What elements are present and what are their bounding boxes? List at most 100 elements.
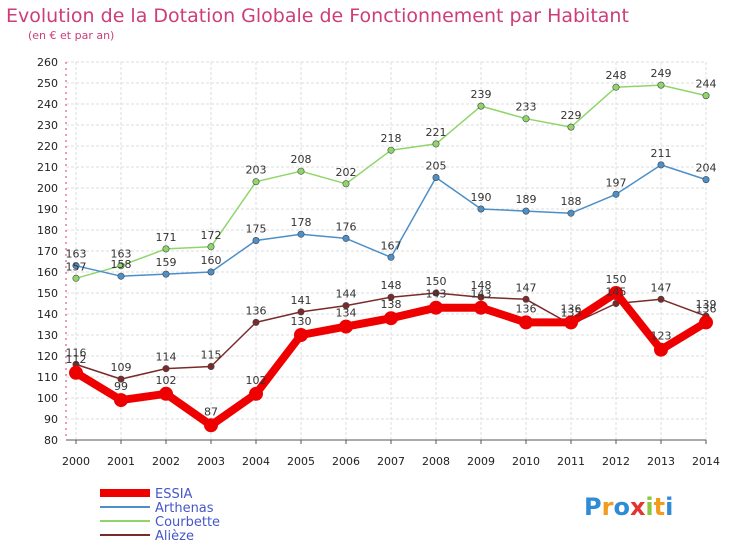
data-label-essia: 112: [66, 353, 87, 366]
y-tick-label: 220: [37, 140, 58, 153]
data-label-ali-ze: 109: [111, 361, 132, 374]
x-tick-label: 2009: [467, 455, 495, 468]
point-essia: [654, 342, 668, 357]
point-essia: [429, 300, 443, 315]
point-ali-ze: [657, 295, 665, 303]
y-tick-label: 130: [37, 329, 58, 342]
point-courbette: [477, 102, 485, 110]
point-courbette: [702, 92, 710, 100]
point-ali-ze: [297, 308, 305, 316]
point-ali-ze: [117, 375, 125, 383]
data-label-essia: 138: [381, 298, 402, 311]
legend-label-essia: ESSIA: [155, 487, 193, 502]
data-label-ali-ze: 114: [156, 351, 177, 364]
data-label-essia: 87: [204, 405, 218, 418]
x-tick-label: 2007: [377, 455, 405, 468]
point-arthenas: [657, 161, 665, 169]
data-label-essia: 130: [291, 315, 312, 328]
series-layer: [69, 81, 713, 433]
data-label-courbette: 248: [606, 69, 627, 82]
data-label-arthenas: 167: [381, 239, 402, 252]
point-essia: [564, 315, 578, 330]
y-tick-label: 180: [37, 224, 58, 237]
data-label-ali-ze: 148: [471, 279, 492, 292]
data-label-arthenas: 178: [291, 216, 312, 229]
data-label-arthenas: 197: [606, 176, 627, 189]
point-arthenas: [342, 234, 350, 242]
data-label-ali-ze: 144: [336, 288, 357, 301]
point-essia: [384, 311, 398, 326]
x-tick-label: 2012: [602, 455, 630, 468]
point-courbette: [252, 178, 260, 186]
y-tick-label: 230: [37, 119, 58, 132]
data-label-courbette: 208: [291, 153, 312, 166]
data-label-essia: 102: [156, 374, 177, 387]
point-essia: [294, 328, 308, 342]
point-courbette: [207, 243, 215, 251]
data-label-arthenas: 190: [471, 191, 492, 204]
point-arthenas: [702, 176, 710, 184]
y-tick-label: 170: [37, 245, 58, 258]
data-label-ali-ze: 136: [246, 304, 267, 317]
point-ali-ze: [612, 299, 620, 307]
x-tick-label: 2013: [647, 455, 675, 468]
point-essia: [249, 386, 263, 401]
data-label-courbette: 202: [336, 166, 357, 179]
y-tick-label: 160: [37, 266, 58, 279]
point-courbette: [162, 245, 170, 253]
legend-label-arthenas: Arthenas: [155, 501, 214, 516]
point-essia: [699, 315, 713, 330]
point-essia: [69, 365, 83, 380]
point-essia: [159, 386, 173, 401]
data-label-arthenas: 189: [516, 193, 537, 206]
point-courbette: [72, 274, 80, 282]
x-tick-label: 2005: [287, 455, 315, 468]
point-essia: [339, 319, 353, 334]
point-ali-ze: [162, 365, 170, 373]
y-tick-label: 110: [37, 371, 58, 384]
data-label-ali-ze: 145: [606, 286, 627, 299]
point-arthenas: [162, 270, 170, 278]
point-courbette: [612, 83, 620, 91]
data-label-ali-ze: 139: [696, 298, 717, 311]
point-ali-ze: [342, 302, 350, 310]
x-tick-label: 2000: [62, 455, 90, 468]
data-label-courbette: 244: [696, 78, 717, 91]
y-tick-label: 200: [37, 182, 58, 195]
data-label-arthenas: 188: [561, 195, 582, 208]
data-label-essia: 136: [516, 302, 537, 315]
data-label-arthenas: 211: [651, 147, 672, 160]
point-arthenas: [522, 207, 530, 215]
point-arthenas: [477, 205, 485, 213]
data-label-arthenas: 159: [156, 256, 177, 269]
x-tick-label: 2004: [242, 455, 270, 468]
point-courbette: [432, 140, 440, 148]
x-tick-label: 2003: [197, 455, 225, 468]
data-label-essia: 136: [561, 302, 582, 315]
data-label-essia: 136: [696, 302, 717, 315]
point-ali-ze: [252, 318, 260, 326]
point-arthenas: [432, 174, 440, 182]
y-tick-label: 260: [37, 56, 58, 69]
data-label-essia: 102: [246, 374, 267, 387]
point-courbette: [342, 180, 350, 188]
proxiti-logo: Proxiti: [584, 493, 673, 521]
data-label-essia: 99: [114, 380, 128, 393]
data-label-ali-ze: 116: [66, 346, 87, 359]
data-label-ali-ze: 115: [201, 349, 222, 362]
data-label-essia: 150: [606, 273, 627, 286]
y-tick-label: 90: [44, 413, 58, 426]
data-label-arthenas: 204: [696, 162, 717, 175]
point-arthenas: [297, 230, 305, 238]
x-tick-label: 2014: [692, 455, 720, 468]
x-tick-label: 2006: [332, 455, 360, 468]
point-arthenas: [207, 268, 215, 276]
point-ali-ze: [522, 295, 530, 303]
point-courbette: [387, 146, 395, 154]
data-label-courbette: 218: [381, 132, 402, 145]
data-label-courbette: 171: [156, 231, 177, 244]
data-label-courbette: 233: [516, 101, 537, 114]
chart-title: Evolution de la Dotation Globale de Fonc…: [6, 5, 629, 27]
